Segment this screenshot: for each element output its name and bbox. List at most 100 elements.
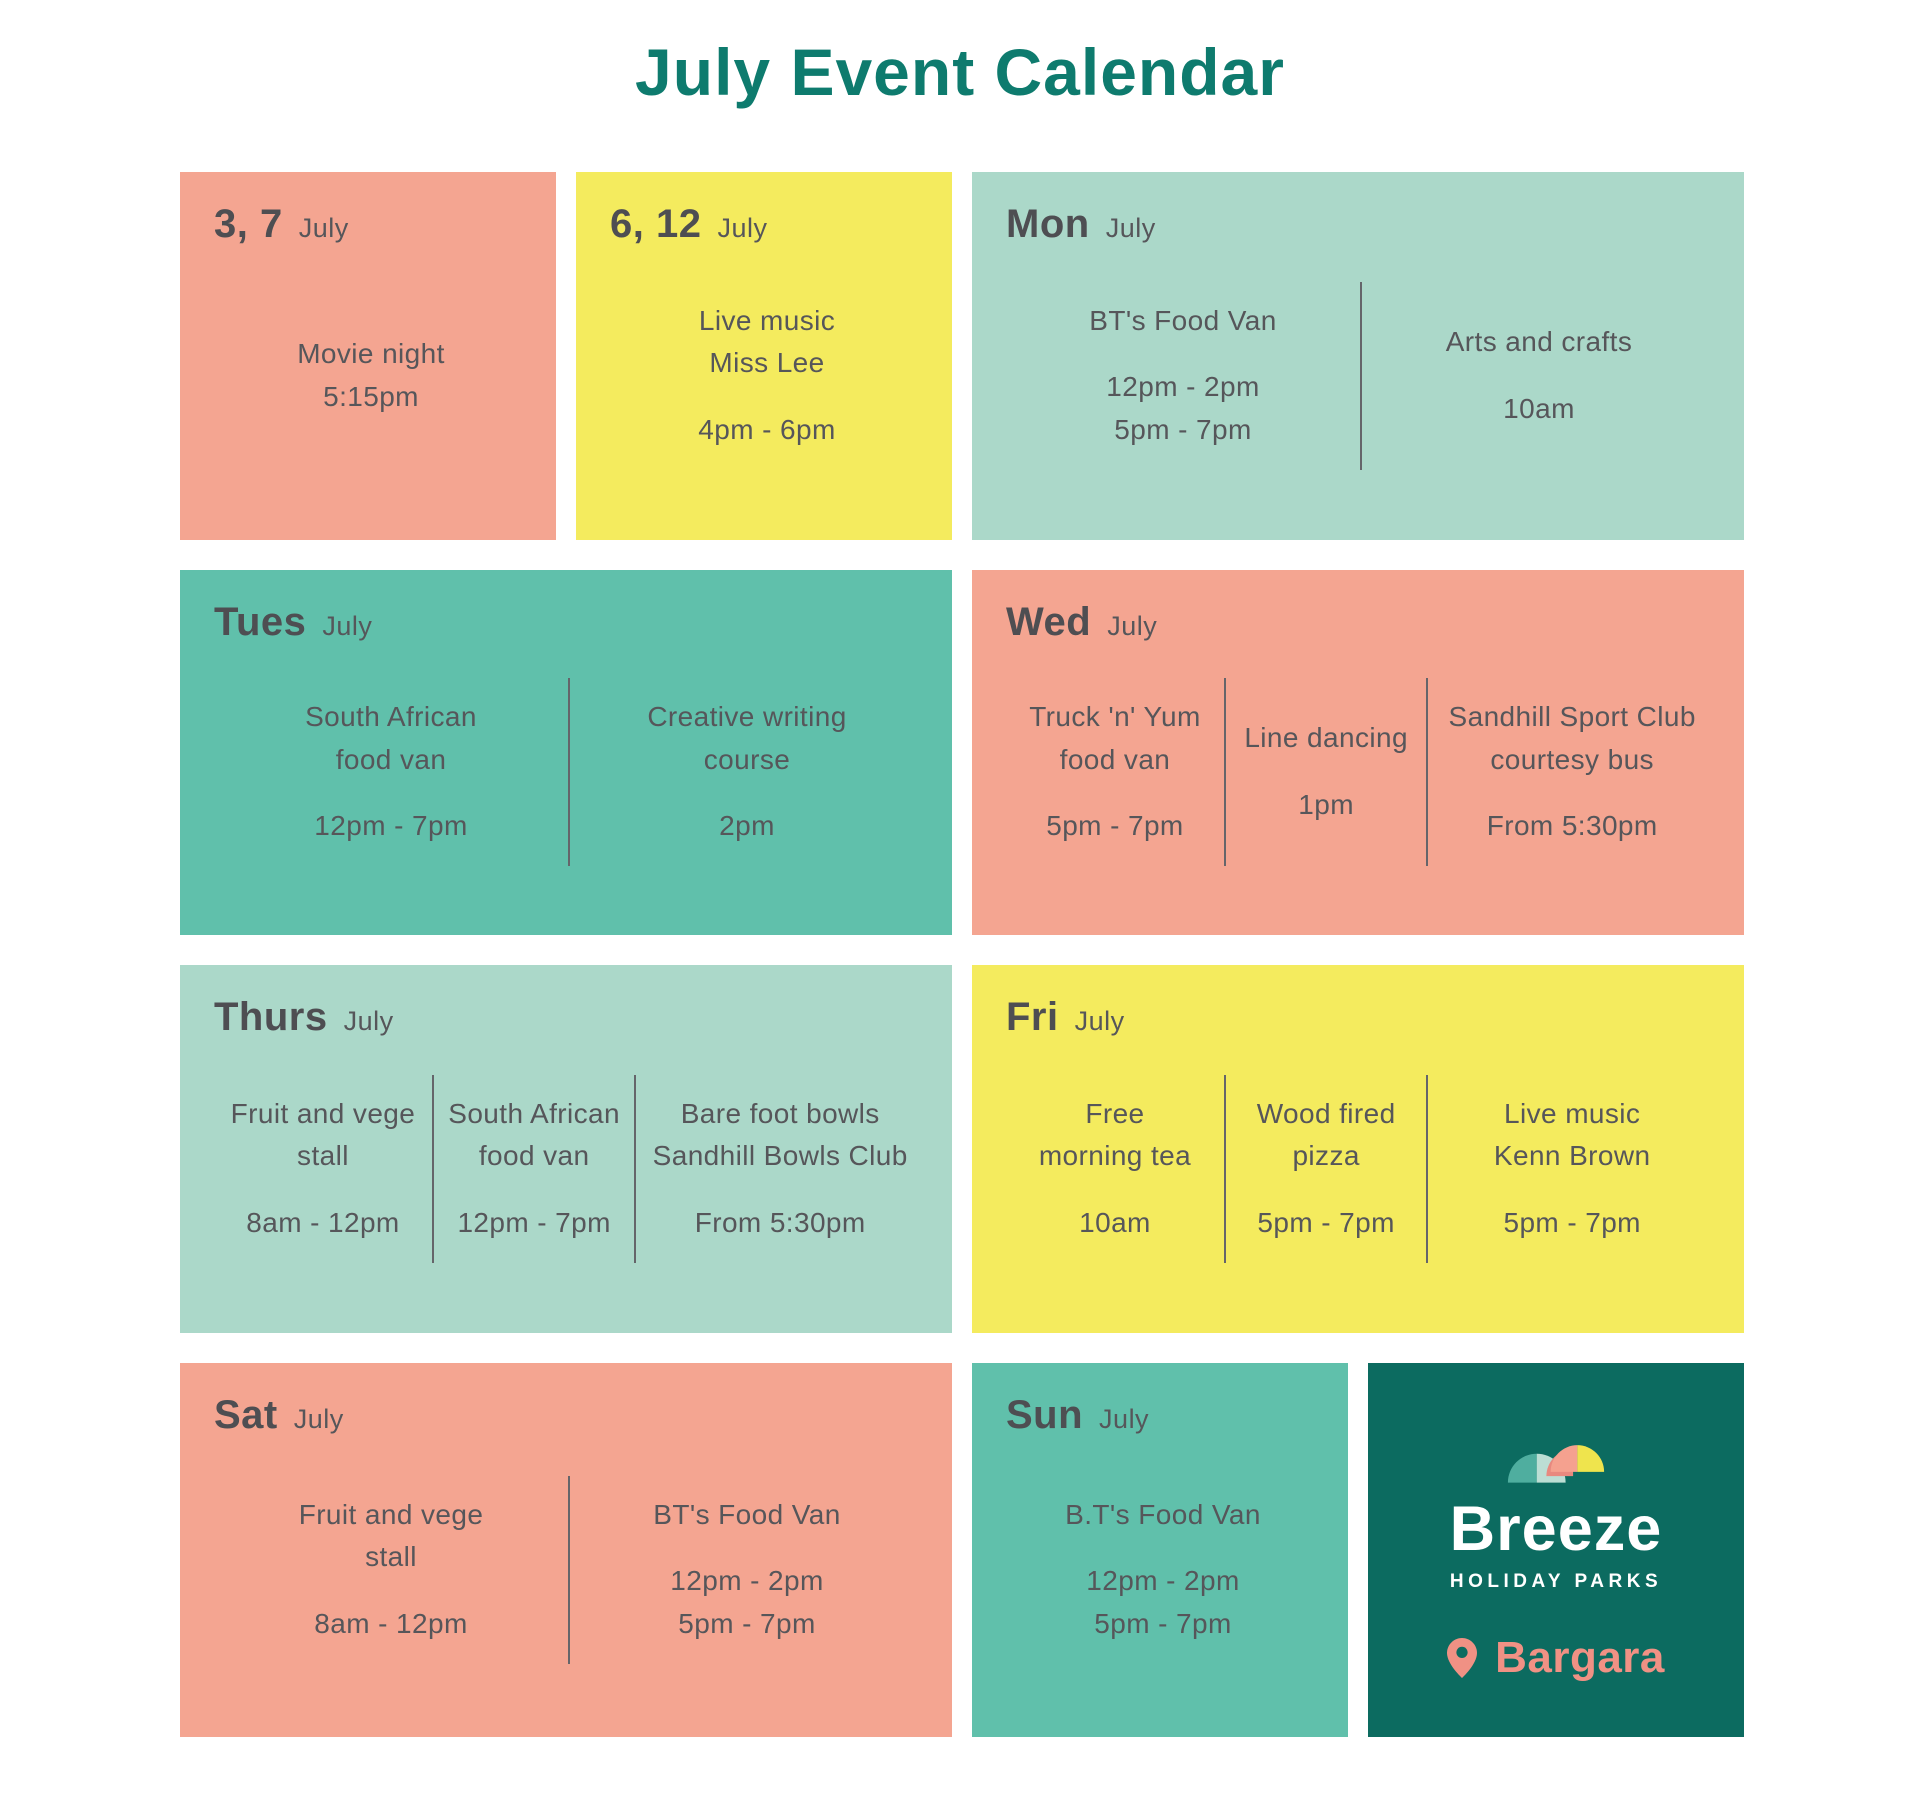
column-divider xyxy=(431,1074,434,1263)
event-times: 12pm - 2pm 5pm - 7pm xyxy=(1006,1560,1320,1645)
day-label: Wed xyxy=(1006,600,1092,644)
card-body: B.T's Food Van 12pm - 2pm 5pm - 7pm xyxy=(1006,1438,1320,1701)
event-column: Truck 'n' Yum food van 5pm - 7pm xyxy=(1006,696,1224,848)
breeze-birds-logo-icon xyxy=(1507,1445,1605,1483)
day-label: 3, 7 xyxy=(214,202,283,246)
event-line: 5:15pm xyxy=(323,380,419,412)
event-time: From 5:30pm xyxy=(1486,810,1658,842)
event-times: 8am - 12pm xyxy=(214,1202,432,1245)
month-label: July xyxy=(1099,1404,1150,1434)
event-time: 12pm - 2pm xyxy=(1086,1565,1240,1597)
event-times: 5pm - 7pm xyxy=(1006,805,1224,848)
event-line: Live music xyxy=(698,304,836,336)
day-label: Fri xyxy=(1006,995,1059,1039)
card-heading: Wed July xyxy=(1006,600,1716,645)
column-divider xyxy=(1360,281,1362,470)
card-friday: Fri July Free morning tea 10am Wood fired… xyxy=(972,965,1744,1333)
event-times: 10am xyxy=(1006,1202,1224,1245)
event-line: Movie night xyxy=(297,337,445,369)
event-line: pizza xyxy=(1292,1140,1360,1172)
card-heading: Sat July xyxy=(214,1393,924,1438)
event-time: 2pm xyxy=(719,810,775,842)
event-line: course xyxy=(703,743,791,775)
event-times: 5pm - 7pm xyxy=(1428,1202,1716,1245)
column-divider xyxy=(1223,1074,1226,1263)
event-column: Sandhill Sport Club courtesy bus From 5:… xyxy=(1428,696,1716,848)
calendar-grid: 3, 7 July Movie night 5:15pm 6, 12 July Li… xyxy=(180,172,1746,1737)
event-column: Fruit and vege stall 8am - 12pm xyxy=(214,1494,568,1646)
card-body: Free morning tea 10am Wood fired pizza 5… xyxy=(1006,1040,1716,1297)
month-label: July xyxy=(1105,213,1156,243)
card-saturday: Sat July Fruit and vege stall 8am - 12pm … xyxy=(180,1363,952,1737)
event-times: From 5:30pm xyxy=(1428,805,1716,848)
event-line: Live music xyxy=(1504,1097,1641,1129)
event-time: 4pm - 6pm xyxy=(698,413,836,445)
column-divider xyxy=(568,678,570,866)
card-heading: Fri July xyxy=(1006,995,1716,1040)
card-sunday: Sun July B.T's Food Van 12pm - 2pm 5pm - … xyxy=(972,1363,1348,1737)
event-times: 12pm - 7pm xyxy=(434,1202,634,1245)
card-heading: 6, 12 July xyxy=(610,202,924,247)
event-line: morning tea xyxy=(1038,1140,1192,1172)
month-label: July xyxy=(343,1006,394,1036)
event-times: 5pm - 7pm xyxy=(1226,1202,1426,1245)
event-line: courtesy bus xyxy=(1490,743,1654,775)
event-line: BT's Food Van xyxy=(653,1498,841,1530)
event-time: 5pm - 7pm xyxy=(678,1607,816,1639)
event-line: Free xyxy=(1085,1097,1145,1129)
event-time: 10am xyxy=(1079,1206,1151,1238)
event-column: BT's Food Van 12pm - 2pm 5pm - 7pm xyxy=(1006,300,1360,452)
card-monday: Mon July BT's Food Van 12pm - 2pm 5pm - 7… xyxy=(972,172,1744,540)
event-line: food van xyxy=(335,743,447,775)
event-line: Fruit and vege xyxy=(298,1498,484,1530)
event-line: South African xyxy=(305,701,477,733)
event-column: Arts and crafts 10am xyxy=(1362,321,1716,430)
event-line: Sandhill Sport Club xyxy=(1448,701,1696,733)
column-divider xyxy=(1223,678,1226,866)
event-time: From 5:30pm xyxy=(694,1206,866,1238)
card-heading: Thurs July xyxy=(214,995,924,1040)
event-times: 12pm - 2pm 5pm - 7pm xyxy=(1006,366,1360,451)
event-time: 1pm xyxy=(1298,789,1354,820)
month-label: July xyxy=(1074,1006,1125,1036)
event-column: Line dancing 1pm xyxy=(1226,717,1426,826)
card-heading: 3, 7 July xyxy=(214,202,528,247)
location-pin-icon xyxy=(1447,1638,1478,1678)
event-times: 10am xyxy=(1362,388,1716,431)
card-body: Movie night 5:15pm xyxy=(214,247,528,504)
event-times: 1pm xyxy=(1226,784,1426,827)
event-times: 2pm xyxy=(570,805,924,848)
event-time: 10am xyxy=(1503,392,1575,424)
event-times: 8am - 12pm xyxy=(214,1603,568,1646)
event-time: 5pm - 7pm xyxy=(1094,1607,1232,1639)
event-times: From 5:30pm xyxy=(636,1202,924,1245)
event-line: Miss Lee xyxy=(709,347,825,379)
card-heading: Sun July xyxy=(1006,1393,1320,1438)
brand-name: Breeze xyxy=(1449,1494,1663,1564)
month-label: July xyxy=(717,213,768,243)
event-line: Arts and crafts xyxy=(1445,325,1633,357)
event-line: Bare foot bowls xyxy=(680,1097,880,1129)
day-label: Sun xyxy=(1006,1393,1084,1437)
event-time: 12pm - 2pm xyxy=(1106,371,1260,403)
month-label: July xyxy=(322,611,373,641)
event-line: stall xyxy=(365,1541,417,1573)
event-column: Creative writing course 2pm xyxy=(570,696,924,848)
event-line: food van xyxy=(478,1140,590,1172)
card-body: Truck 'n' Yum food van 5pm - 7pm Line da… xyxy=(1006,645,1716,899)
event-line: B.T's Food Van xyxy=(1065,1498,1261,1530)
event-column: B.T's Food Van 12pm - 2pm 5pm - 7pm xyxy=(1006,1494,1320,1646)
day-label: Sat xyxy=(214,1393,278,1437)
event-time: 5pm - 7pm xyxy=(1114,413,1252,445)
event-column: Movie night 5:15pm xyxy=(214,333,528,418)
brand-location: Bargara xyxy=(1447,1633,1665,1683)
column-divider xyxy=(1426,1074,1429,1263)
event-line: Kenn Brown xyxy=(1493,1140,1651,1172)
card-body: BT's Food Van 12pm - 2pm 5pm - 7pm Arts … xyxy=(1006,247,1716,504)
card-body: Fruit and vege stall 8am - 12pm BT's Foo… xyxy=(214,1438,924,1701)
event-column: Fruit and vege stall 8am - 12pm xyxy=(214,1093,432,1245)
card-heading: Tues July xyxy=(214,600,924,645)
event-column: Free morning tea 10am xyxy=(1006,1093,1224,1245)
event-column: South African food van 12pm - 7pm xyxy=(434,1093,634,1245)
day-label: Mon xyxy=(1006,202,1090,246)
